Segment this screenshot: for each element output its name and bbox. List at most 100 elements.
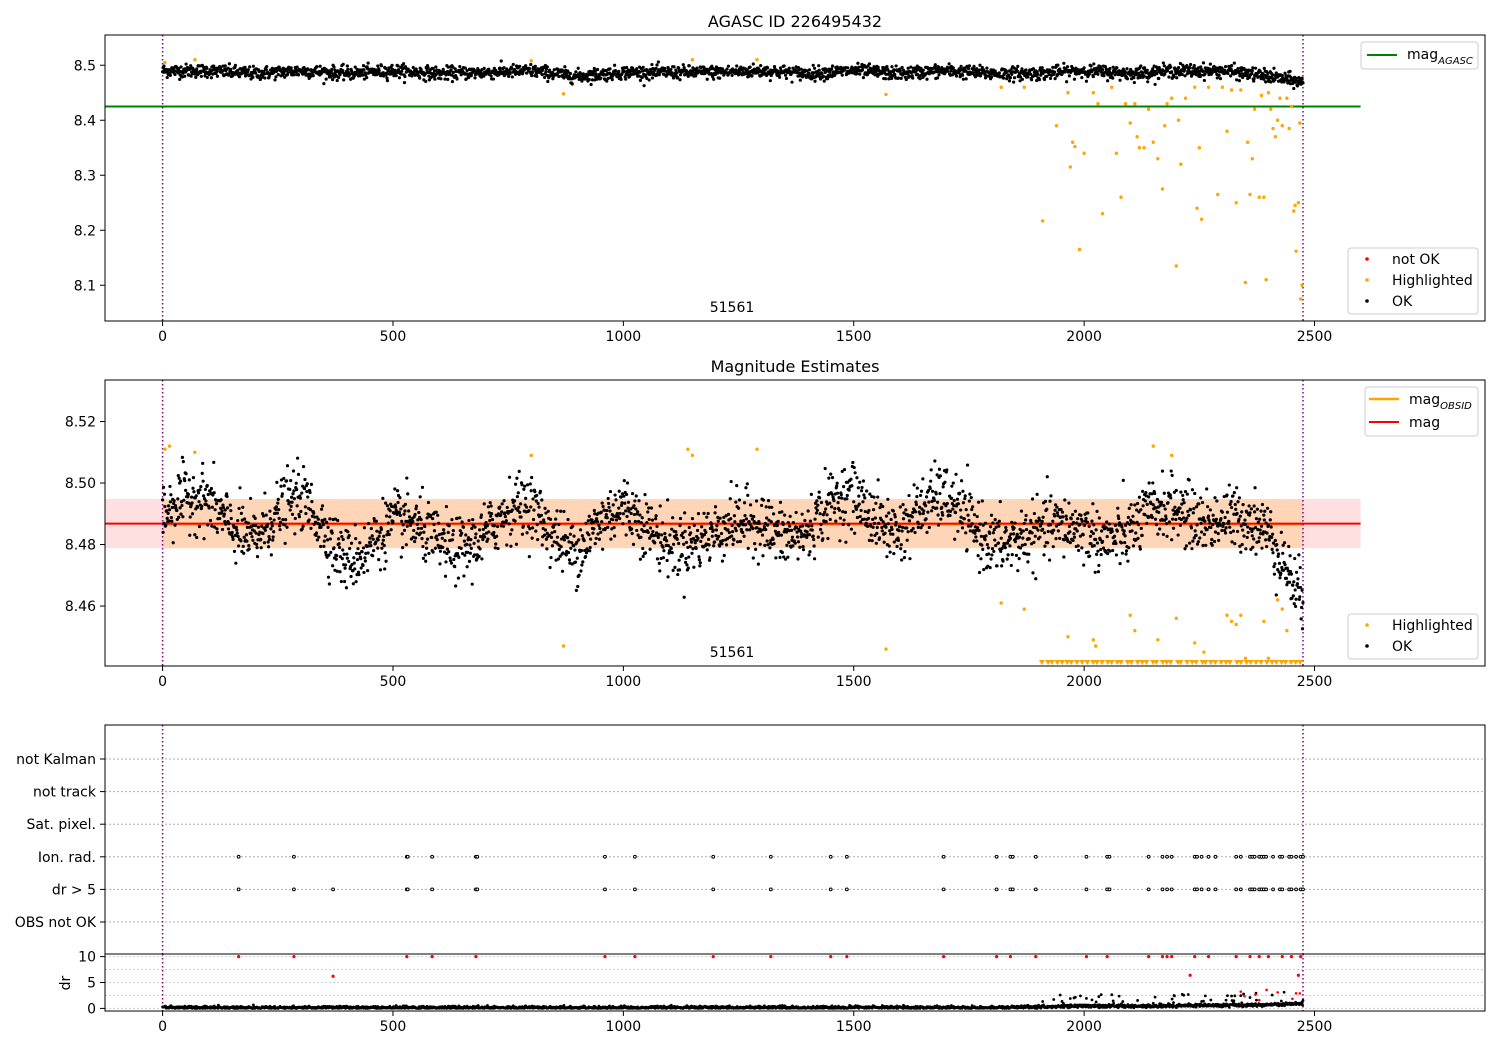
ok-point bbox=[160, 498, 165, 502]
ok-point bbox=[1239, 524, 1243, 528]
ok-point bbox=[533, 490, 537, 494]
ok-point bbox=[548, 68, 552, 72]
ok-point bbox=[441, 545, 445, 549]
ok-point bbox=[1260, 546, 1264, 550]
ok-point bbox=[720, 559, 725, 563]
ok-point bbox=[1144, 490, 1148, 495]
ok-point bbox=[1258, 517, 1262, 521]
ok-point bbox=[929, 468, 933, 472]
ok-point bbox=[791, 520, 795, 525]
ok-point bbox=[1008, 536, 1013, 541]
ok-point bbox=[510, 66, 514, 71]
ok-point bbox=[530, 70, 535, 74]
ok-point bbox=[427, 551, 431, 556]
ok-point bbox=[1228, 525, 1232, 529]
ok-point bbox=[887, 544, 891, 548]
ok-point bbox=[335, 78, 339, 83]
ok-point bbox=[873, 516, 878, 520]
highlighted-point bbox=[1259, 93, 1264, 98]
ok-point bbox=[362, 77, 367, 81]
ok-point bbox=[1154, 523, 1159, 527]
ok-point bbox=[936, 65, 941, 69]
ok-point bbox=[1005, 557, 1009, 561]
ok-point bbox=[372, 548, 376, 553]
ok-point bbox=[893, 72, 897, 77]
ok-point bbox=[655, 63, 659, 67]
ok-point bbox=[600, 501, 604, 505]
ok-point bbox=[562, 538, 566, 542]
ok-point bbox=[562, 76, 566, 80]
ok-point bbox=[346, 530, 350, 534]
highlighted-point bbox=[1066, 91, 1070, 95]
ok-point bbox=[596, 532, 600, 536]
ok-point bbox=[822, 79, 826, 83]
ok-point bbox=[750, 74, 754, 78]
ok-point bbox=[852, 465, 856, 470]
ok-point bbox=[413, 536, 418, 540]
ok-point bbox=[332, 546, 336, 550]
ok-point bbox=[376, 64, 380, 68]
ok-point bbox=[1031, 571, 1035, 575]
ok-point bbox=[380, 546, 384, 550]
ok-point bbox=[1056, 529, 1060, 533]
ok-point bbox=[503, 514, 508, 519]
ok-point bbox=[1014, 553, 1018, 558]
ok-point bbox=[993, 538, 997, 542]
ok-point bbox=[449, 561, 454, 565]
ok-point bbox=[385, 79, 390, 83]
ok-point bbox=[1269, 80, 1273, 84]
ok-point bbox=[400, 519, 404, 523]
ok-point bbox=[1162, 504, 1166, 508]
ok-point bbox=[650, 62, 654, 67]
ok-point bbox=[412, 528, 416, 533]
ok-point bbox=[904, 508, 908, 512]
ok-point bbox=[650, 518, 654, 522]
ok-point bbox=[903, 549, 907, 554]
ok-point bbox=[1171, 526, 1176, 530]
ok-point bbox=[341, 548, 345, 552]
ok-point bbox=[907, 519, 912, 523]
legend-mag-agasc-sub: AGASC bbox=[1437, 56, 1473, 67]
ok-point bbox=[528, 482, 532, 486]
ok-point bbox=[1006, 541, 1010, 545]
ok-point bbox=[912, 483, 916, 487]
ok-point bbox=[1020, 77, 1024, 81]
ok-point bbox=[588, 549, 592, 553]
ok-point bbox=[503, 511, 507, 515]
ok-point bbox=[856, 486, 860, 490]
ok-point bbox=[569, 546, 573, 550]
ok-point bbox=[698, 561, 702, 565]
ok-point bbox=[1047, 558, 1052, 562]
ok-point bbox=[928, 486, 932, 491]
ok-point bbox=[968, 529, 972, 533]
ok-point bbox=[952, 503, 956, 508]
ok-point bbox=[370, 534, 374, 538]
ok-point bbox=[1248, 511, 1252, 515]
ok-point bbox=[571, 524, 575, 528]
ok-point bbox=[955, 497, 960, 501]
ok-point bbox=[420, 537, 424, 541]
ok-point bbox=[1229, 499, 1233, 504]
ok-point bbox=[246, 68, 250, 72]
ok-point bbox=[798, 78, 802, 82]
legend-ok-label: OK bbox=[1392, 294, 1413, 310]
ok-point bbox=[261, 531, 265, 536]
ok-point bbox=[825, 513, 829, 517]
ok-point bbox=[1117, 516, 1121, 521]
ok-point bbox=[550, 544, 555, 548]
ok-point bbox=[688, 545, 692, 549]
ok-point bbox=[1038, 535, 1042, 539]
ok-point bbox=[959, 479, 964, 483]
ok-point bbox=[1252, 76, 1256, 81]
ok-point bbox=[1082, 563, 1086, 567]
ok-point bbox=[533, 64, 537, 68]
ok-point bbox=[278, 520, 283, 524]
ok-point bbox=[299, 509, 303, 514]
ok-point bbox=[490, 517, 495, 522]
ok-point bbox=[521, 524, 525, 528]
ok-point bbox=[173, 72, 177, 77]
ok-point bbox=[518, 510, 522, 514]
ok-point bbox=[729, 517, 733, 521]
ok-point bbox=[886, 522, 890, 526]
ok-point bbox=[501, 520, 505, 524]
